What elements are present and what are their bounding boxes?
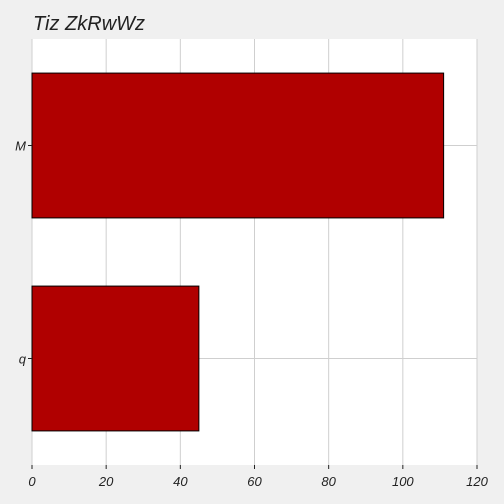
axes: 0 20 40 60 80 100 120 Mq [15, 139, 488, 490]
chart-title: Tiz ZkRwWz [33, 13, 145, 35]
x-tick-label: 0 [28, 474, 36, 489]
bars [31, 72, 445, 432]
x-tick-label: 60 [247, 474, 262, 489]
x-tick-label: 80 [321, 474, 336, 489]
y-tick-label: M [15, 139, 26, 154]
y-tick-label: q [19, 352, 27, 367]
x-tick-label: 20 [98, 474, 114, 489]
x-tick-label: 40 [173, 474, 188, 489]
bar-M [31, 72, 445, 219]
x-tick-label: 100 [392, 474, 414, 489]
bar-q [31, 285, 200, 432]
x-tick-label: 120 [466, 474, 488, 489]
